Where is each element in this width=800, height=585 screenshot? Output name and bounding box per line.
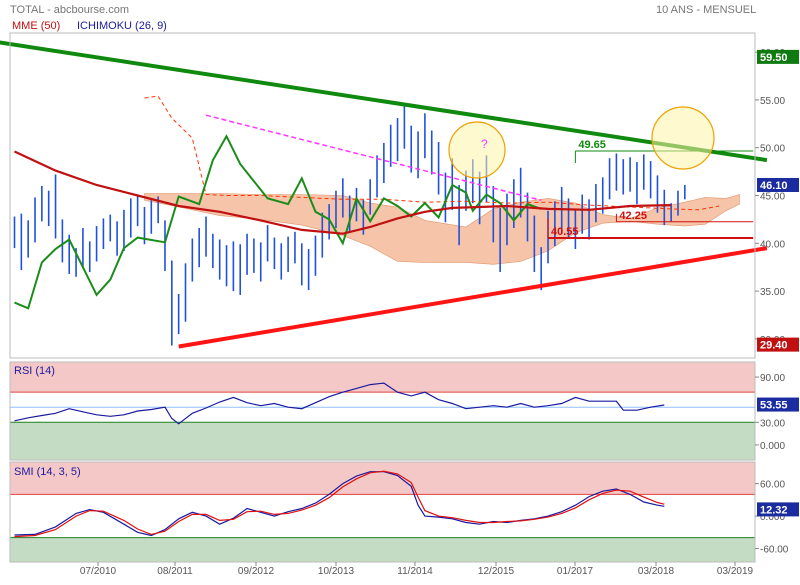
rsi-overbought-zone (10, 362, 755, 393)
rsi-zones (10, 362, 755, 460)
smi-overbought-zone (10, 462, 755, 495)
smi-title: SMI (14, 3, 5) (14, 466, 81, 478)
smi-line (14, 470, 665, 538)
current-price-badge (757, 177, 799, 192)
panel-border (9, 461, 756, 563)
y-tick-label: 50.00 (760, 144, 785, 155)
rsi-panel: RSI (14) (14, 365, 665, 425)
main-panel (10, 33, 755, 358)
smi-oversold-zone (10, 537, 755, 562)
x-tick-label: 12/2015 (478, 566, 515, 577)
smi-neutral-zone (10, 494, 755, 538)
annotation-shapes: ? (448, 106, 715, 179)
resistance-trendline (0, 40, 768, 163)
x-tick-label: 10/2013 (318, 566, 355, 577)
level-label: 40.55 (551, 226, 579, 238)
price-top-label: 59.50 (760, 52, 788, 64)
y-tick-label: 0.000 (760, 441, 785, 452)
y-tick-label: 40.00 (760, 239, 785, 250)
y-tick-label: 30.00 (760, 418, 785, 429)
smi-current-badge (757, 502, 799, 517)
smi-current-label: 12.32 (760, 504, 788, 516)
highlight-circle-2 (651, 106, 715, 170)
axes: 30.00 35.00 40.00 45.00 50.00 55.00 60.00 90.00… (9, 32, 799, 577)
y-tick-label: 45.00 (760, 192, 785, 203)
smi-zones (10, 462, 755, 562)
level-label: 42.25 (619, 210, 647, 222)
x-tick-label: 07/2010 (80, 566, 117, 577)
x-tick-label: 11/2014 (397, 566, 433, 577)
x-tick-label: 01/2017 (557, 566, 594, 577)
magenta-trendline (205, 114, 542, 202)
current-price-label: 46.10 (760, 180, 788, 192)
mme-line (14, 150, 672, 235)
x-tick-label: 03/2019 (717, 566, 754, 577)
legend-mme: MME (50) (12, 20, 60, 32)
levels: 49.65 42.25 40.55 (547, 139, 754, 240)
ichimoku-lagging-line (144, 95, 720, 211)
x-tick-label: 08/2011 (157, 566, 193, 577)
ichimoku-line (14, 134, 542, 310)
price-bottom-label: 29.40 (760, 340, 788, 352)
legend-ichimoku: ICHIMOKU (26, 9) (77, 20, 167, 32)
support-trendline (178, 246, 768, 349)
price-bottom-badge (757, 337, 799, 352)
y-tick-label: -60.00 (760, 544, 789, 555)
y-tick-label: 0.000 (760, 512, 785, 523)
question-mark-label: ? (481, 137, 488, 151)
chart-title: TOTAL - abcbourse.com (10, 4, 129, 16)
y-tick-label: 60.00 (760, 480, 785, 491)
level-label: 49.65 (578, 139, 606, 151)
smi-panel: SMI (14, 3, 5) (14, 466, 665, 538)
rsi-current-badge (757, 397, 799, 412)
x-tick-label: 09/2012 (238, 566, 275, 577)
highlight-circle-1 (448, 121, 506, 179)
y-tick-label: 35.00 (760, 287, 785, 298)
rsi-oversold-zone (10, 422, 755, 460)
main-lines (0, 40, 768, 349)
chart-period: 10 ANS - MENSUEL (656, 4, 756, 16)
rsi-title: RSI (14) (14, 365, 55, 377)
rsi-current-label: 53.55 (760, 400, 788, 412)
y-tick-label: 55.00 (760, 96, 785, 107)
y-tick-label: 90.00 (760, 373, 785, 384)
rsi-line (14, 382, 665, 425)
smi-line (14, 471, 665, 537)
panel-border (9, 361, 756, 461)
price-top-badge (757, 49, 799, 64)
x-tick-label: 03/2018 (638, 566, 675, 577)
